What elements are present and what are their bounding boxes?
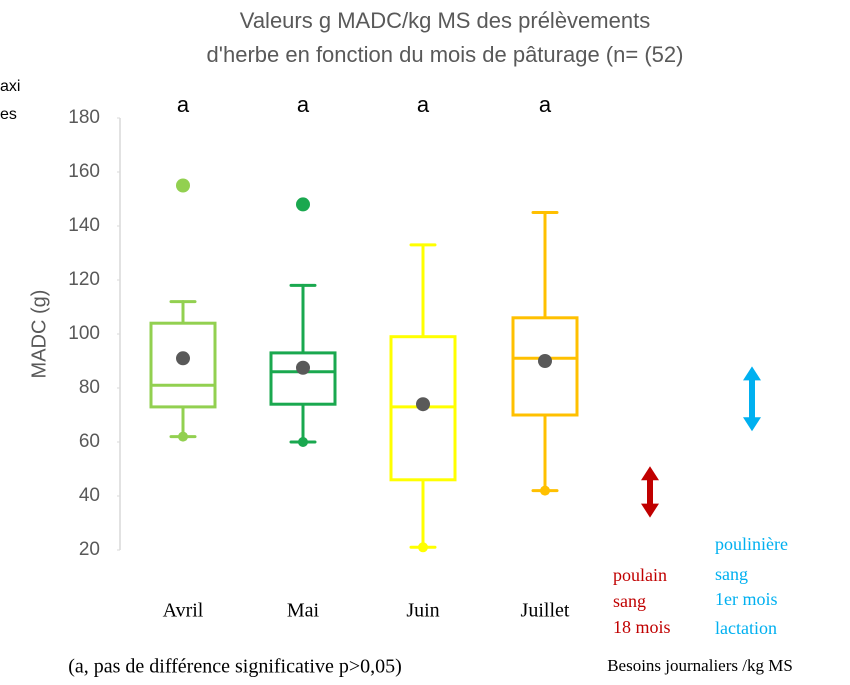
y-tick-label: 40 bbox=[79, 485, 100, 506]
x-tick-label: Avril bbox=[163, 600, 204, 622]
mean bbox=[416, 397, 430, 412]
whisker-end bbox=[298, 437, 308, 447]
whisker-end bbox=[178, 431, 188, 442]
whisker-end bbox=[418, 542, 428, 553]
legend-fragment: axi bbox=[0, 78, 20, 95]
box bbox=[269, 351, 337, 406]
whisker-end bbox=[540, 485, 550, 496]
y-tick-label: 20 bbox=[79, 539, 100, 560]
y-tick-label: 80 bbox=[79, 377, 100, 398]
needs-arrow bbox=[641, 466, 659, 518]
y-tick-label: 180 bbox=[68, 107, 100, 128]
needs-label: sang bbox=[613, 591, 646, 611]
mean bbox=[176, 351, 190, 366]
significance-letter: a bbox=[417, 92, 430, 117]
needs-label: 1er mois bbox=[715, 589, 778, 609]
x-tick-label: Mai bbox=[287, 600, 320, 622]
y-tick-label: 140 bbox=[68, 215, 100, 236]
needs-label: lactation bbox=[715, 618, 777, 638]
significance-letter: a bbox=[297, 92, 310, 117]
footnote: (a, pas de différence significative p>0,… bbox=[68, 656, 402, 678]
mean bbox=[296, 360, 310, 375]
chart-title: Valeurs g MADC/kg MS des prélèvements bbox=[240, 8, 650, 33]
x-tick-label: Juin bbox=[406, 600, 439, 622]
needs-label: poulain bbox=[613, 565, 667, 585]
significance-letter: a bbox=[539, 92, 552, 117]
significance-letter: a bbox=[177, 92, 190, 117]
outlier bbox=[176, 178, 190, 193]
needs-label: poulinière bbox=[715, 534, 788, 554]
needs-caption: Besoins journaliers /kg MS bbox=[607, 656, 793, 675]
y-tick-label: 120 bbox=[68, 269, 100, 290]
chart-title: d'herbe en fonction du mois de pâturage … bbox=[207, 42, 684, 67]
y-tick-label: 60 bbox=[79, 431, 100, 452]
needs-label: sang bbox=[715, 564, 748, 584]
needs-arrow bbox=[743, 366, 761, 432]
y-tick-label: 160 bbox=[68, 161, 100, 182]
x-tick-label: Juillet bbox=[521, 600, 570, 622]
y-axis-label: MADC (g) bbox=[28, 290, 50, 379]
needs-label: 18 mois bbox=[613, 617, 671, 637]
y-tick-label: 100 bbox=[68, 323, 100, 344]
legend-fragment: es bbox=[0, 106, 17, 123]
mean bbox=[538, 354, 552, 368]
outlier bbox=[296, 197, 310, 212]
